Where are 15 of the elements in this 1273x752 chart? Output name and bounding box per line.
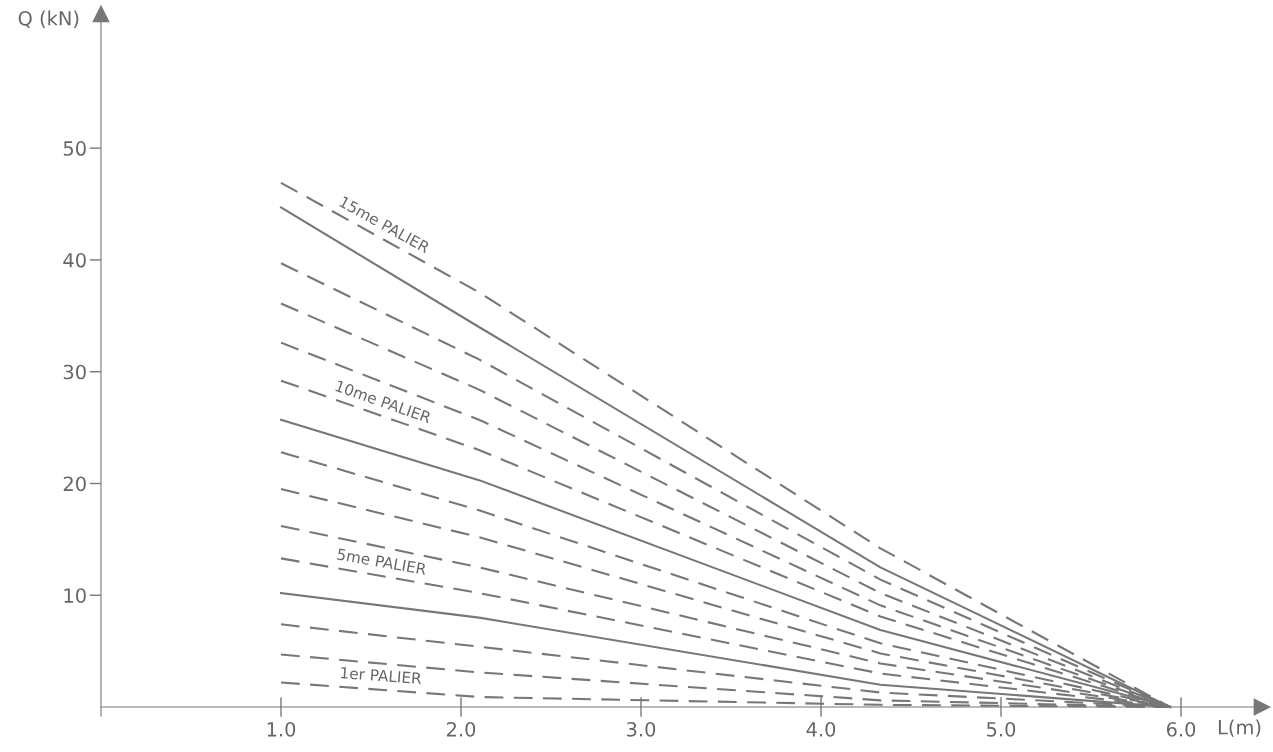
y-tick-label: 50 <box>63 141 86 156</box>
x-tick-label: 2.0 <box>446 721 476 737</box>
x-tick-label: 5.0 <box>987 721 1016 737</box>
series-label: 1er PALIER <box>340 667 422 685</box>
x-tick-label: 4.0 <box>806 721 836 737</box>
y-tick-label: 40 <box>63 252 86 268</box>
y-tick-label: 10 <box>64 588 86 603</box>
text: 5me PALIER <box>336 548 427 575</box>
y-tick-label: 20 <box>63 476 86 492</box>
x-axis-title: L(m) <box>1218 719 1261 737</box>
x-tick-label: 3.0 <box>627 721 656 737</box>
y-axis-title: Q (kN) <box>18 10 79 28</box>
y-tick-label: 30 <box>63 364 86 380</box>
x-tick-label: 6.0 <box>1166 721 1196 737</box>
x-tick-label: 1.0 <box>267 721 296 737</box>
